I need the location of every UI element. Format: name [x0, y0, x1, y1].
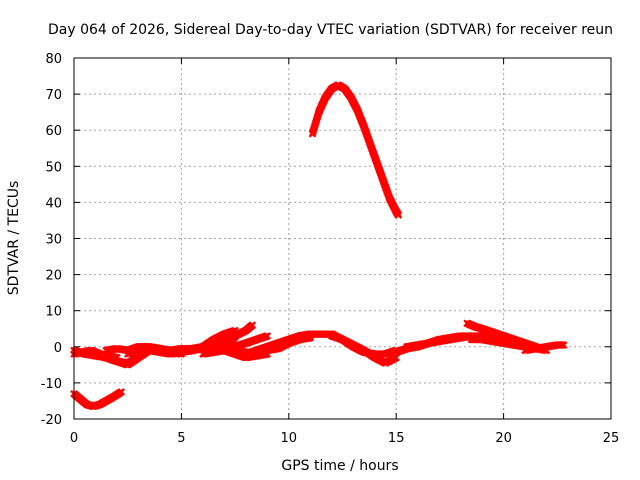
x-tick-label: 15	[388, 431, 405, 446]
x-axis-title: GPS time / hours	[281, 458, 398, 474]
data-point	[231, 326, 239, 335]
data-point	[559, 341, 568, 349]
data-point	[263, 332, 272, 340]
x-tick-label: 20	[495, 431, 512, 446]
y-tick-label: 20	[45, 269, 62, 284]
y-tick-label: 80	[45, 52, 62, 67]
series-arc-high-peak	[308, 81, 403, 219]
y-tick-label: -20	[41, 413, 62, 428]
x-tick-labels: 0 5 10 15 20 25	[70, 431, 619, 446]
y-tick-labels: -20 -10 0 10 20 30 40 50 60 70 80	[41, 52, 62, 428]
x-tick-label: 10	[281, 431, 298, 446]
x-tick-label: 0	[70, 431, 78, 446]
x-tick-label: 25	[603, 431, 620, 446]
axis-ticks	[73, 57, 612, 420]
y-tick-label: 50	[45, 160, 62, 175]
y-tick-label: 30	[45, 233, 62, 248]
chart-title: Day 064 of 2026, Sidereal Day-to-day VTE…	[48, 22, 613, 38]
series-arc-5.5-to-7.5h	[188, 326, 239, 355]
y-tick-label: 40	[45, 196, 62, 211]
series-arc-21-to-22.8h	[521, 341, 568, 355]
y-tick-label: 60	[45, 124, 62, 139]
series-arc-12-to-15h	[327, 332, 400, 367]
grid-lines	[74, 58, 611, 419]
y-axis-title: SDTVAR / TECUs	[6, 181, 22, 296]
series-arc-7.5-to-9h	[231, 332, 272, 351]
series-arc-early-negative	[70, 388, 126, 411]
data-point	[394, 211, 403, 219]
y-tick-label: -10	[41, 377, 62, 392]
data-point	[248, 321, 257, 329]
y-tick-label: 70	[45, 88, 62, 103]
data-point	[117, 388, 126, 396]
y-tick-label: 10	[45, 305, 62, 320]
data-series-group	[70, 81, 568, 411]
x-tick-label: 5	[177, 431, 185, 446]
y-tick-label: 0	[54, 341, 62, 356]
series-arc-18.5-to-22h	[467, 335, 551, 355]
